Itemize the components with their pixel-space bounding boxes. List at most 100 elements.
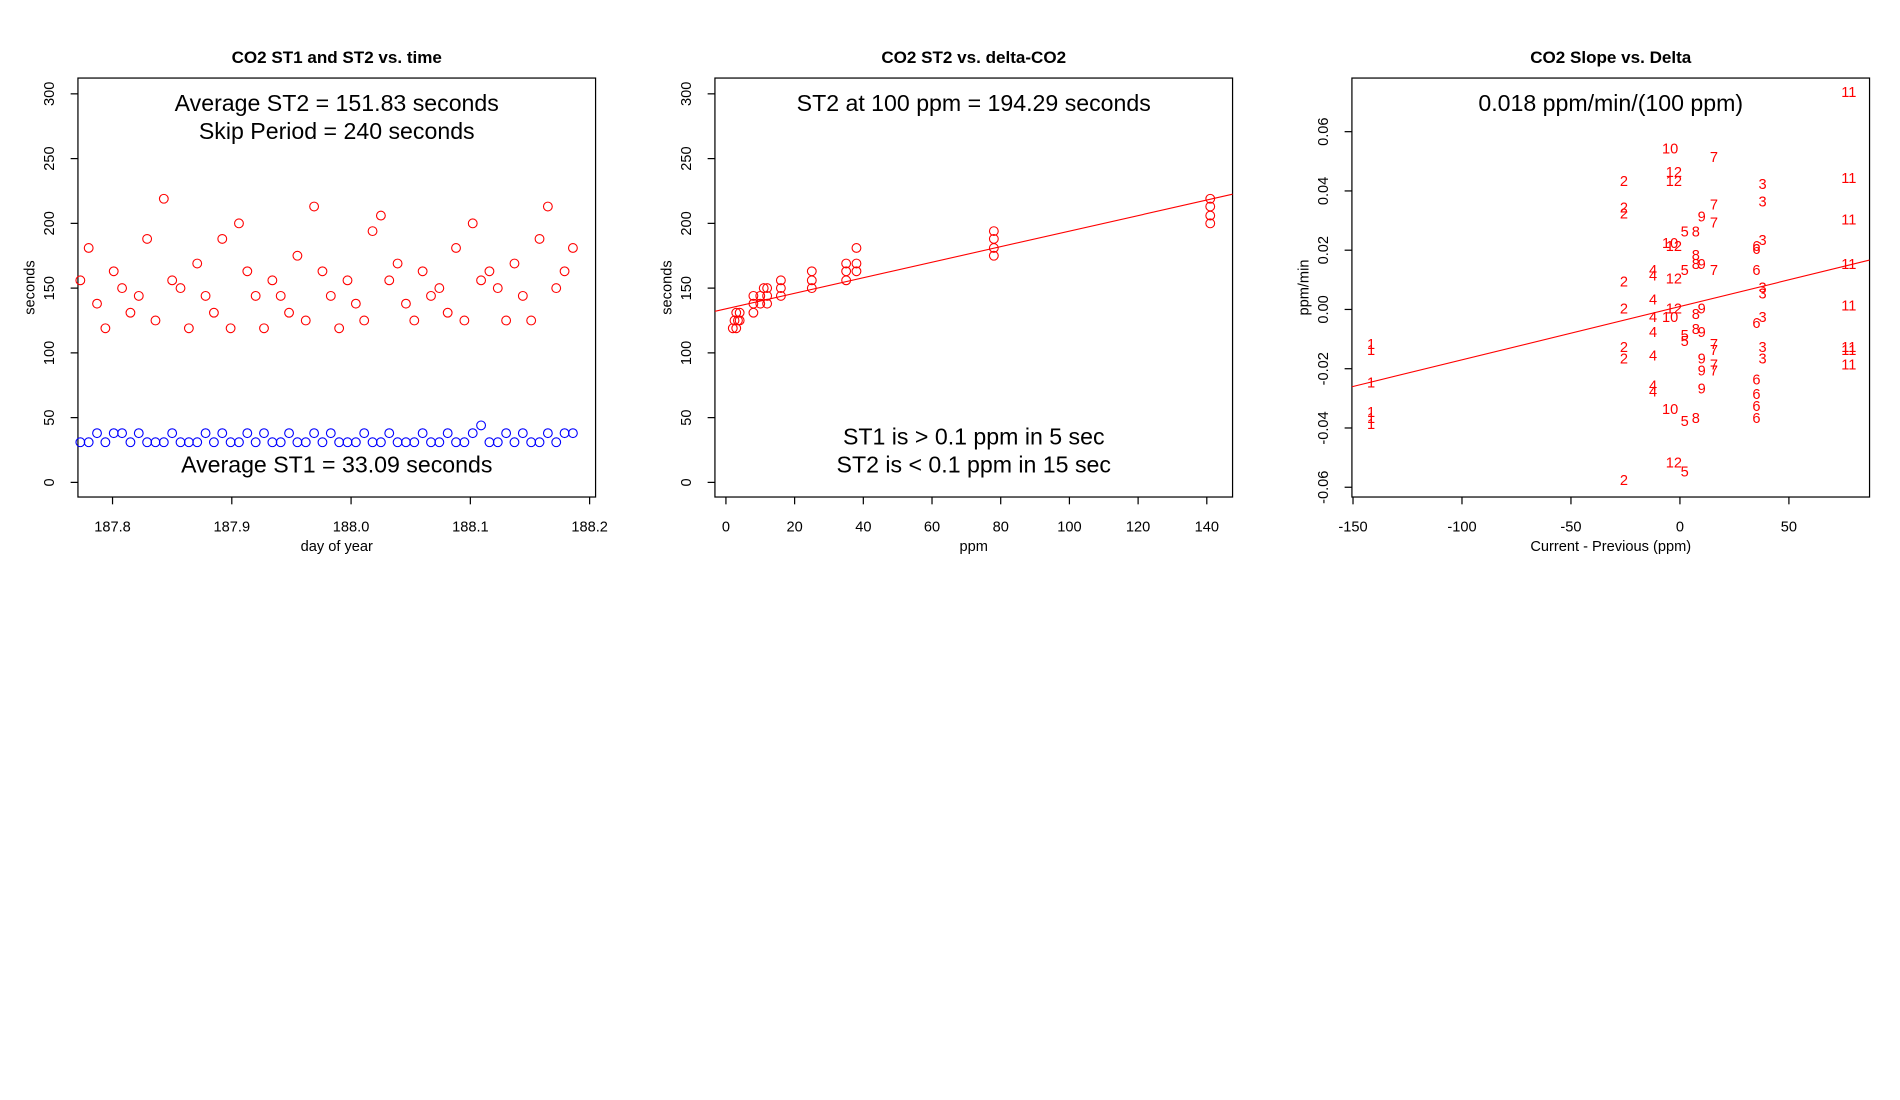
point	[748, 307, 759, 318]
point	[755, 298, 766, 309]
x-tick-label: 100	[1057, 519, 1081, 535]
point	[309, 201, 320, 212]
y-tick-label: -0.04	[1316, 411, 1332, 444]
x-tick-label: 188.2	[571, 519, 608, 535]
chart-title: CO2 ST1 and ST2 vs. time	[232, 48, 442, 67]
point-label: 3	[1758, 195, 1766, 211]
point	[851, 266, 862, 277]
point-label: 3	[1758, 233, 1766, 249]
point-label: 2	[1620, 473, 1628, 489]
point-label: 11	[1841, 343, 1856, 359]
point-label: 3	[1758, 281, 1766, 297]
point-label: 11	[1841, 85, 1856, 101]
annotation: 0.018 ppm/min/(100 ppm)	[1478, 90, 1743, 116]
point-label: 4	[1649, 384, 1657, 400]
point	[988, 233, 999, 244]
point	[208, 437, 219, 448]
chart-title: CO2 Slope vs. Delta	[1530, 48, 1692, 67]
point	[509, 258, 520, 269]
point	[484, 266, 495, 277]
point-label: 2	[1620, 301, 1628, 317]
point	[267, 437, 278, 448]
point-label: 5	[1681, 328, 1689, 344]
point	[92, 298, 102, 309]
point-label: 7	[1710, 263, 1718, 279]
point	[192, 258, 203, 269]
x-tick-label: -150	[1338, 519, 1367, 535]
point-label: 8	[1692, 224, 1700, 240]
x-tick-label: 50	[1781, 519, 1797, 535]
trend-line	[1351, 259, 1870, 388]
y-tick-label: 0	[679, 478, 695, 486]
trend-line	[714, 193, 1233, 312]
point	[734, 307, 745, 318]
point-label: 11	[1841, 358, 1856, 374]
point-label: 12	[1666, 239, 1682, 255]
point	[417, 266, 428, 277]
point	[317, 437, 328, 448]
point	[526, 437, 537, 448]
point	[451, 437, 461, 448]
point	[150, 315, 161, 326]
point-label: 7	[1710, 343, 1718, 359]
point	[150, 437, 161, 448]
point	[559, 428, 570, 439]
point-label: 4	[1649, 310, 1657, 326]
point	[217, 233, 228, 244]
point	[75, 275, 86, 286]
point	[117, 428, 128, 439]
x-tick-label: -50	[1560, 519, 1581, 535]
point	[542, 428, 553, 439]
point	[225, 437, 236, 448]
point-label: 5	[1681, 414, 1689, 430]
point	[492, 437, 503, 448]
point	[325, 290, 336, 301]
x-tick-label: 0	[1676, 519, 1684, 535]
point	[125, 307, 136, 318]
point	[509, 437, 520, 448]
x-axis-label: day of year	[301, 539, 373, 555]
y-tick-label: 100	[42, 341, 58, 365]
x-tick-label: 20	[786, 519, 802, 535]
point	[392, 437, 403, 448]
x-tick-label: -100	[1447, 519, 1476, 535]
point	[117, 283, 128, 294]
point	[841, 275, 852, 286]
point	[142, 437, 153, 448]
point	[133, 428, 144, 439]
point	[375, 210, 386, 221]
point-label: 8	[1692, 257, 1700, 273]
point	[292, 250, 303, 261]
x-axis-label: Current - Previous (ppm)	[1530, 539, 1691, 555]
annotation: Average ST1 = 33.09 seconds	[181, 452, 492, 478]
point-label: 1	[1367, 405, 1375, 421]
y-tick-label: 0.06	[1316, 117, 1332, 145]
x-tick-label: 187.9	[214, 519, 251, 535]
point-label: 1	[1367, 411, 1375, 427]
point	[334, 437, 345, 448]
point-label: 8	[1692, 322, 1700, 338]
point-label: 8	[1692, 307, 1700, 323]
point	[350, 437, 361, 448]
point	[175, 283, 186, 294]
point-label: 5	[1681, 464, 1689, 480]
x-tick-label: 120	[1126, 519, 1150, 535]
point	[284, 307, 294, 318]
point	[359, 428, 370, 439]
x-tick-label: 40	[855, 519, 871, 535]
point	[225, 323, 236, 334]
y-tick-label: 100	[679, 341, 695, 365]
point	[259, 323, 269, 334]
point-label: 5	[1681, 224, 1689, 240]
point	[100, 437, 111, 448]
point	[317, 266, 328, 277]
point	[350, 298, 361, 309]
point	[1205, 218, 1216, 229]
point	[851, 243, 862, 253]
point	[748, 290, 759, 301]
point-label: 6	[1752, 316, 1760, 332]
x-tick-label: 80	[993, 519, 1009, 535]
point	[734, 315, 745, 326]
